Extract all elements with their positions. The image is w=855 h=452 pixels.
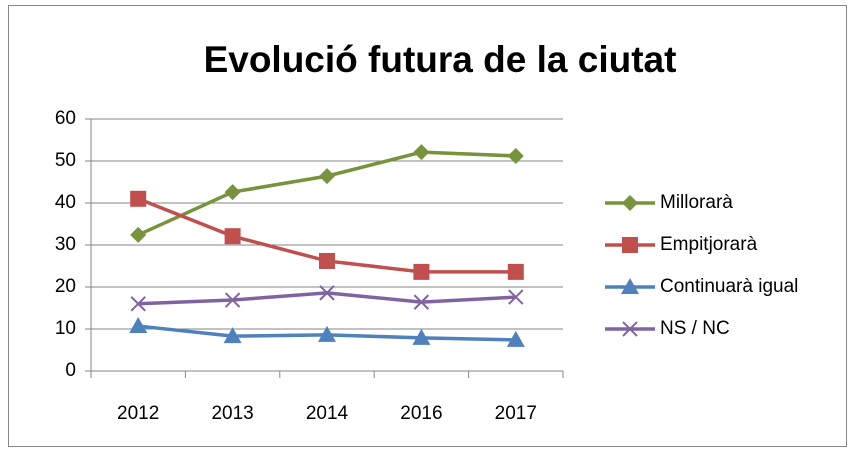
marker xyxy=(130,226,147,243)
legend-label: Empitjorarà xyxy=(660,234,758,255)
marker xyxy=(412,328,431,345)
marker xyxy=(319,252,335,269)
y-tick-label: 40 xyxy=(55,192,76,213)
marker xyxy=(319,168,335,185)
marker xyxy=(622,321,638,337)
x-tick-label: 2014 xyxy=(306,403,349,424)
x-tick-label: 2016 xyxy=(400,403,442,424)
marker xyxy=(319,285,335,301)
y-tick-label: 20 xyxy=(55,276,76,297)
marker xyxy=(413,294,430,310)
marker xyxy=(507,147,524,164)
marker xyxy=(129,317,148,334)
y-tick-label: 50 xyxy=(55,150,76,171)
marker xyxy=(507,263,524,280)
marker xyxy=(224,292,241,308)
legend-label: NS / NC xyxy=(660,318,730,339)
legend-label: Millorarà xyxy=(660,192,733,213)
marker xyxy=(622,237,638,253)
x-tick-label: 2013 xyxy=(211,403,253,424)
marker xyxy=(413,144,430,161)
marker xyxy=(621,278,639,294)
marker xyxy=(318,325,336,342)
y-tick-label: 10 xyxy=(55,318,76,339)
marker xyxy=(622,195,638,211)
marker xyxy=(508,289,524,305)
chart-title: Evolució futura de la ciutat xyxy=(204,39,677,80)
marker xyxy=(223,327,242,344)
x-tick-label: 2017 xyxy=(495,403,537,424)
marker xyxy=(130,296,146,312)
marker xyxy=(224,184,241,201)
legend-label: Continuarà igual xyxy=(660,276,798,297)
y-tick-label: 30 xyxy=(55,234,76,255)
y-tick-label: 60 xyxy=(55,108,76,129)
marker xyxy=(506,330,525,347)
marker xyxy=(224,228,241,245)
chart-border xyxy=(8,5,847,447)
marker xyxy=(130,190,147,207)
marker xyxy=(413,263,430,280)
x-tick-label: 2012 xyxy=(117,403,159,424)
y-tick-label: 0 xyxy=(65,360,76,381)
